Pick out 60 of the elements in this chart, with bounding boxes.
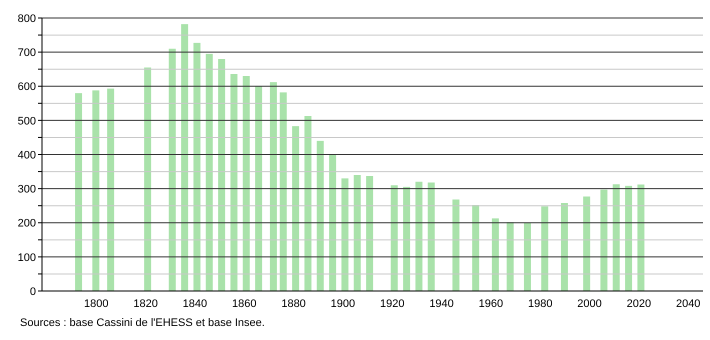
- bar: [193, 42, 200, 291]
- bar: [637, 184, 644, 291]
- bar: [255, 86, 262, 291]
- bar: [168, 48, 176, 291]
- bar: [292, 126, 300, 291]
- x-tick-label: 1820: [133, 298, 158, 310]
- bar: [600, 190, 608, 291]
- x-tick-label: 2040: [676, 298, 700, 310]
- y-tick-label: 100: [18, 252, 36, 264]
- bar: [415, 182, 422, 291]
- bar: [492, 218, 499, 291]
- bar: [107, 88, 114, 291]
- bar: [181, 24, 188, 291]
- bar: [560, 202, 568, 291]
- bar: [75, 93, 82, 291]
- bar: [541, 206, 548, 291]
- y-tick-label: 700: [18, 47, 36, 60]
- y-tick-label: 600: [18, 81, 36, 94]
- y-tick-label: 0: [30, 286, 36, 298]
- x-tick-label: 1800: [84, 298, 109, 310]
- bar: [329, 154, 336, 291]
- x-tick-label: 1880: [281, 298, 306, 310]
- bar: [242, 76, 250, 291]
- bar: [206, 54, 213, 291]
- x-tick-label: 1860: [232, 298, 256, 310]
- bar: [524, 222, 531, 291]
- bar: [428, 182, 435, 291]
- y-tick-label: 200: [18, 218, 36, 230]
- source-note: Sources : base Cassini de l'EHESS et base Insee.: [20, 317, 266, 329]
- bar: [583, 196, 590, 291]
- bar: [270, 82, 277, 291]
- y-tick-label: 300: [18, 184, 36, 196]
- bar: [280, 92, 287, 291]
- bar: [304, 116, 312, 291]
- bar: [218, 58, 226, 291]
- x-tick-label: 1900: [330, 298, 356, 310]
- bar: [506, 222, 514, 291]
- bar: [144, 67, 152, 291]
- x-tick-label: 1840: [182, 298, 208, 310]
- bar: [341, 178, 348, 291]
- y-tick-label: 800: [18, 12, 36, 25]
- x-tick-label: 1920: [380, 298, 404, 310]
- bar: [366, 176, 374, 291]
- y-tick-label: 500: [18, 115, 36, 128]
- x-tick-label: 1960: [478, 298, 504, 310]
- bar: [612, 184, 620, 291]
- bar: [452, 200, 460, 291]
- bar: [390, 185, 398, 291]
- x-tick-label: 1980: [528, 298, 552, 310]
- bar: [230, 74, 238, 291]
- bar: [472, 205, 480, 291]
- x-tick-label: 2000: [577, 298, 602, 310]
- y-tick-label: 400: [18, 149, 36, 162]
- bar: [625, 186, 632, 291]
- bar: [92, 90, 100, 291]
- x-tick-label: 1940: [429, 298, 454, 310]
- bar: [403, 186, 410, 291]
- bar: [354, 174, 361, 291]
- x-tick-label: 2020: [626, 298, 652, 310]
- bar: [316, 140, 324, 291]
